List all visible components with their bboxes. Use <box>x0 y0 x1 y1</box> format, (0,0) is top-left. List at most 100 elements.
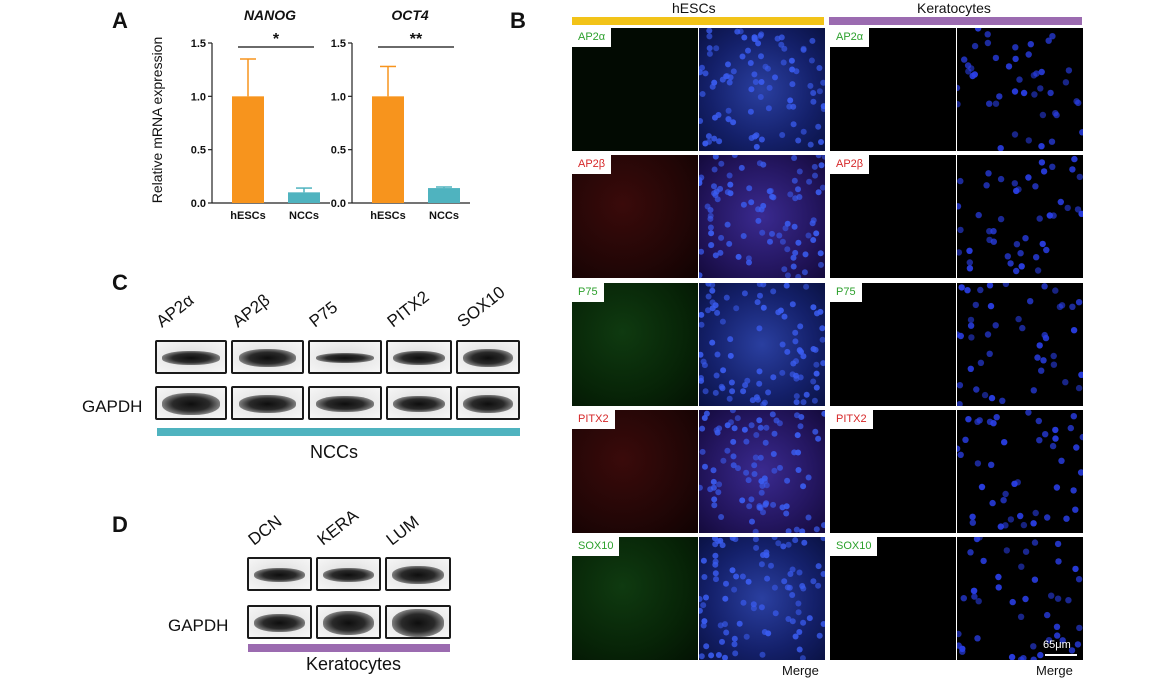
blot-band <box>392 351 446 365</box>
blot-kera <box>316 557 381 591</box>
merge-label-hescs: Merge <box>782 663 819 678</box>
blot-band <box>253 568 306 582</box>
blot-band <box>322 568 375 582</box>
if-marker-tag: PITX2 <box>830 410 873 429</box>
blot-label-ap2: AP2β <box>228 290 274 332</box>
if-marker-tag: AP2β <box>830 155 870 174</box>
hescs-header: hESCs <box>672 0 716 16</box>
nuclei-dots <box>699 28 825 150</box>
if-panel-sox10-keratocytes: SOX10 <box>830 537 956 660</box>
gapdh-blot-sox10 <box>456 386 520 420</box>
blot-band <box>238 395 297 413</box>
gapdh-blot-lum <box>385 605 451 639</box>
nuclei-dots <box>699 537 825 660</box>
significance-mark: * <box>273 31 280 48</box>
blot-label-sox10: SOX10 <box>453 282 509 332</box>
ncc-group-bar <box>157 428 520 436</box>
y-tick-label: 0.0 <box>191 198 206 210</box>
blot-band <box>253 614 306 632</box>
y-tick-label: 1.5 <box>331 38 346 50</box>
bar-hescs <box>232 96 264 203</box>
gapdh-blot-kera <box>316 605 381 639</box>
if-panel-pitx2-hescs: PITX2 <box>572 410 698 533</box>
blot-label-dcn: DCN <box>244 511 286 550</box>
if-marker-tag: P75 <box>830 283 862 302</box>
blot-ap2 <box>155 340 227 374</box>
nuclei-dots <box>957 28 1083 151</box>
nuclei-dots <box>699 410 825 533</box>
blot-lum <box>385 557 451 591</box>
blot-dcn <box>247 557 312 591</box>
x-tick-label: hESCs <box>370 210 405 222</box>
if-marker-tag: AP2α <box>572 28 612 47</box>
gapdh-blot-ap2 <box>155 386 227 420</box>
if-panel-sox10-keratocytes-merge: 65μm <box>957 537 1083 660</box>
bar-nccs <box>428 188 460 203</box>
nuclei-dots <box>957 410 1083 530</box>
if-panel-ap2-keratocytes: AP2α <box>830 28 956 151</box>
scale-bar-label: 65μm <box>1043 639 1071 651</box>
significance-mark: ** <box>410 31 423 48</box>
panel-label-a: A <box>112 8 128 33</box>
gapdh-blot-dcn <box>247 605 312 639</box>
panel-label-c: C <box>112 270 128 295</box>
if-panel-ap2-hescs: AP2α <box>572 28 698 151</box>
chart-title: NANOG <box>244 7 296 23</box>
blot-p75 <box>308 340 382 374</box>
if-marker-tag: PITX2 <box>572 410 615 429</box>
if-marker-tag: AP2β <box>572 155 612 174</box>
if-panel-p75-hescs-merge <box>699 283 825 406</box>
gapdh-blot-pitx2 <box>386 386 452 420</box>
if-panel-pitx2-keratocytes-merge <box>957 410 1083 533</box>
if-panel-ap2-hescs-merge <box>699 28 825 151</box>
if-panel-p75-keratocytes: P75 <box>830 283 956 406</box>
keratocytes-group-bar <box>248 644 450 652</box>
blot-band <box>462 395 514 413</box>
gapdh-label-d: GAPDH <box>168 616 229 635</box>
hescs-group-bar <box>572 17 824 25</box>
if-panel-ap2-keratocytes-merge <box>957 155 1083 278</box>
if-panel-p75-keratocytes-merge <box>957 283 1083 406</box>
if-panel-p75-hescs: P75 <box>572 283 698 406</box>
blot-band <box>391 566 445 584</box>
if-panel-sox10-hescs-merge <box>699 537 825 660</box>
blot-band <box>162 393 220 415</box>
bar-nccs <box>288 192 320 203</box>
if-panel-ap2-hescs: AP2β <box>572 155 698 278</box>
scale-bar <box>1045 654 1077 656</box>
if-panel-ap2-hescs-merge <box>699 155 825 278</box>
chart-title: OCT4 <box>391 7 429 23</box>
keratocytes-group-label: Keratocytes <box>306 654 402 674</box>
keratocytes-header: Keratocytes <box>917 0 991 16</box>
nuclei-dots <box>957 537 1083 660</box>
if-panel-ap2-keratocytes: AP2β <box>830 155 956 278</box>
ncc-group-label: NCCs <box>310 442 358 462</box>
x-tick-label: NCCs <box>429 210 459 222</box>
bar-hescs <box>372 96 404 203</box>
panel-label-d: D <box>112 512 128 537</box>
if-panel-ap2-keratocytes-merge <box>957 28 1083 151</box>
if-panel-pitx2-keratocytes: PITX2 <box>830 410 956 533</box>
if-marker-tag: SOX10 <box>572 537 620 556</box>
if-marker-tag: SOX10 <box>830 537 878 556</box>
if-marker-tag: P75 <box>572 283 604 302</box>
blot-band <box>315 353 375 363</box>
blot-label-pitx2: PITX2 <box>383 287 433 332</box>
gapdh-blot-p75 <box>308 386 382 420</box>
y-tick-label: 0.5 <box>331 145 346 157</box>
y-tick-label: 0.0 <box>331 198 346 210</box>
blot-band <box>238 349 297 367</box>
blot-band <box>391 609 445 637</box>
gapdh-blot-ap2 <box>231 386 304 420</box>
blot-ap2 <box>231 340 304 374</box>
x-tick-label: hESCs <box>230 210 265 222</box>
nuclei-dots <box>699 283 825 406</box>
panel-label-b: B <box>510 8 526 33</box>
blot-band <box>322 611 375 635</box>
y-tick-label: 1.5 <box>191 38 206 50</box>
y-tick-label: 1.0 <box>331 91 346 103</box>
if-panel-pitx2-hescs-merge <box>699 410 825 533</box>
nuclei-dots <box>957 283 1083 406</box>
keratocytes-top-bar <box>829 17 1082 25</box>
gapdh-label-c: GAPDH <box>82 397 143 416</box>
